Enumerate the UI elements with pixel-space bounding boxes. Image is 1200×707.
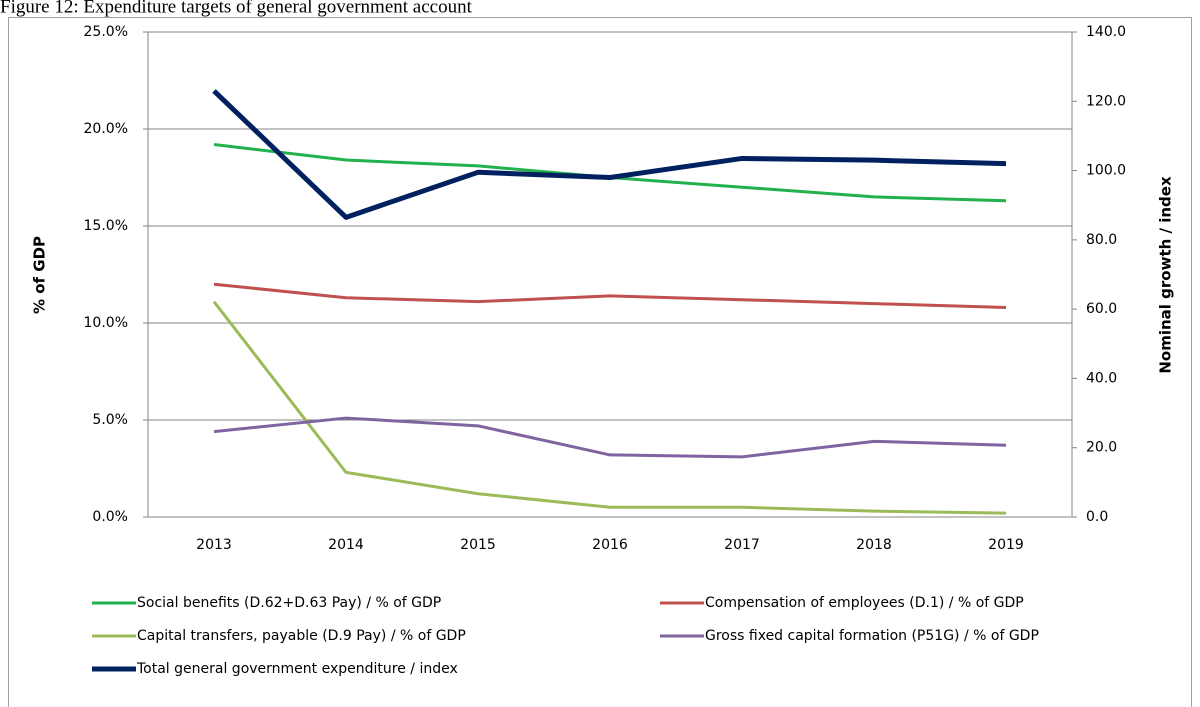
y-tick-label: 25.0% [84,24,128,40]
series-line [212,300,1007,515]
y2-axis-label: Nominal growth / index [1157,176,1175,374]
y2-tick-label: 120.0 [1086,93,1126,109]
x-tick-label: 2014 [328,537,364,553]
series-line [213,143,1007,203]
series-line [213,416,1007,459]
y2-tick-label: 0.0 [1086,509,1108,525]
y2-tick-label: 80.0 [1086,232,1117,248]
chart-title: Figure 12: Expenditure targets of genera… [0,0,473,17]
x-tick-label: 2016 [592,537,628,553]
y2-tick-label: 140.0 [1086,24,1126,40]
y2-tick-label: 100.0 [1086,163,1126,179]
x-tick-label: 2013 [196,537,232,553]
y-axis-label: % of GDP [31,236,49,314]
y-tick-label: 20.0% [84,121,128,137]
y2-tick-label: 40.0 [1086,370,1117,386]
y-tick-label: 10.0% [84,315,128,331]
legend-label: Compensation of employees (D.1) / % of G… [705,595,1024,611]
legend-label: Total general government expenditure / i… [136,661,458,677]
y2-tick-label: 60.0 [1086,301,1117,317]
legend-label: Gross fixed capital formation (P51G) / %… [705,628,1039,644]
x-tick-label: 2017 [724,537,760,553]
y-tick-label: 5.0% [92,412,128,428]
y-tick-label: 15.0% [84,218,128,234]
series-line [212,89,1007,220]
legend-label: Social benefits (D.62+D.63 Pay) / % of G… [137,595,441,611]
x-tick-label: 2019 [988,537,1024,553]
y-tick-label: 0.0% [92,509,128,525]
x-tick-label: 2018 [856,537,892,553]
series-line [213,282,1007,309]
chart-frame [8,17,1192,707]
x-tick-label: 2015 [460,537,496,553]
y2-tick-label: 20.0 [1086,440,1117,456]
title-backdrop [0,0,1200,17]
legend-label: Capital transfers, payable (D.9 Pay) / %… [137,628,466,644]
